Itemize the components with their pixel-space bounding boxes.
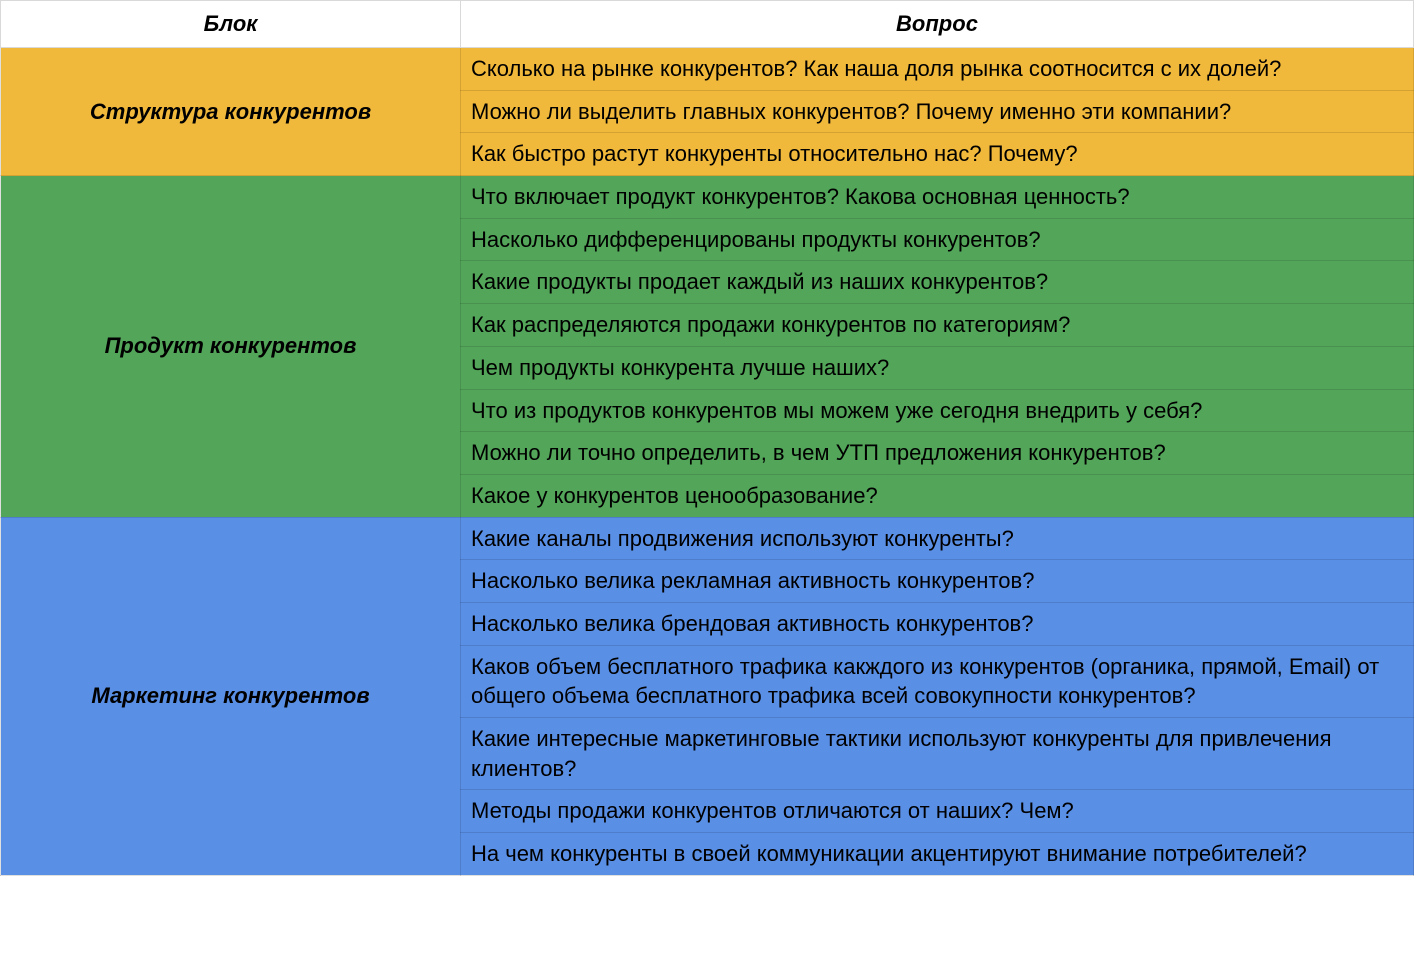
question-cell: Что из продуктов конкурентов мы можем уж…	[461, 389, 1414, 432]
question-cell: Можно ли точно определить, в чем УТП пре…	[461, 432, 1414, 475]
question-cell: Чем продукты конкурента лучше наших?	[461, 346, 1414, 389]
block-label-structure: Структура конкурентов	[1, 48, 461, 176]
header-block: Блок	[1, 1, 461, 48]
table-row: Маркетинг конкурентовКакие каналы продви…	[1, 517, 1414, 560]
question-cell: Насколько велика брендовая активность ко…	[461, 602, 1414, 645]
question-cell: Какие интересные маркетинговые тактики и…	[461, 718, 1414, 790]
question-cell: На чем конкуренты в своей коммуникации а…	[461, 833, 1414, 876]
table-row: Продукт конкурентовЧто включает продукт …	[1, 176, 1414, 219]
question-cell: Насколько дифференцированы продукты конк…	[461, 218, 1414, 261]
question-cell: Каков объем бесплатного трафика какждого…	[461, 645, 1414, 717]
question-cell: Насколько велика рекламная активность ко…	[461, 560, 1414, 603]
table-header-row: Блок Вопрос	[1, 1, 1414, 48]
question-cell: Как распределяются продажи конкурентов п…	[461, 304, 1414, 347]
block-label-marketing: Маркетинг конкурентов	[1, 517, 461, 875]
question-cell: Как быстро растут конкуренты относительн…	[461, 133, 1414, 176]
question-cell: Методы продажи конкурентов отличаются от…	[461, 790, 1414, 833]
question-cell: Какие каналы продвижения используют конк…	[461, 517, 1414, 560]
table-row: Структура конкурентовСколько на рынке ко…	[1, 48, 1414, 91]
question-cell: Сколько на рынке конкурентов? Как наша д…	[461, 48, 1414, 91]
question-cell: Можно ли выделить главных конкурентов? П…	[461, 90, 1414, 133]
header-question: Вопрос	[461, 1, 1414, 48]
question-cell: Какое у конкурентов ценообразование?	[461, 474, 1414, 517]
question-cell: Какие продукты продает каждый из наших к…	[461, 261, 1414, 304]
block-label-product: Продукт конкурентов	[1, 176, 461, 518]
competitor-analysis-table: Блок Вопрос Структура конкурентовСколько…	[0, 0, 1414, 876]
question-cell: Что включает продукт конкурентов? Какова…	[461, 176, 1414, 219]
